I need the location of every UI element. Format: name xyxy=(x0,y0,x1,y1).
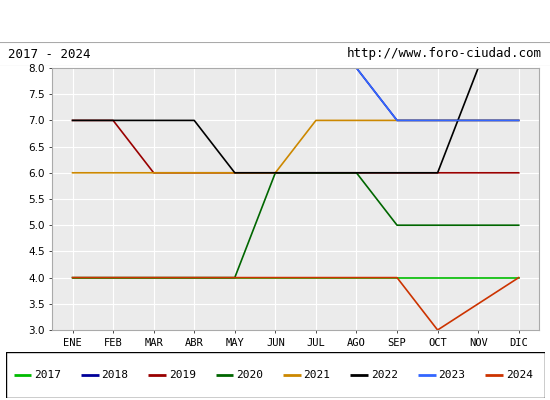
Text: 2017 - 2024: 2017 - 2024 xyxy=(8,48,91,60)
Text: 2021: 2021 xyxy=(304,370,331,380)
Text: http://www.foro-ciudad.com: http://www.foro-ciudad.com xyxy=(346,48,542,60)
Text: 2020: 2020 xyxy=(236,370,263,380)
Text: 2018: 2018 xyxy=(101,370,129,380)
Text: 2023: 2023 xyxy=(438,370,465,380)
Text: 2024: 2024 xyxy=(505,370,533,380)
Text: 2017: 2017 xyxy=(34,370,61,380)
FancyBboxPatch shape xyxy=(6,352,544,398)
Text: 2019: 2019 xyxy=(169,370,196,380)
Text: 2022: 2022 xyxy=(371,370,398,380)
Text: Evolucion num de emigrantes en Arcos: Evolucion num de emigrantes en Arcos xyxy=(118,14,432,28)
